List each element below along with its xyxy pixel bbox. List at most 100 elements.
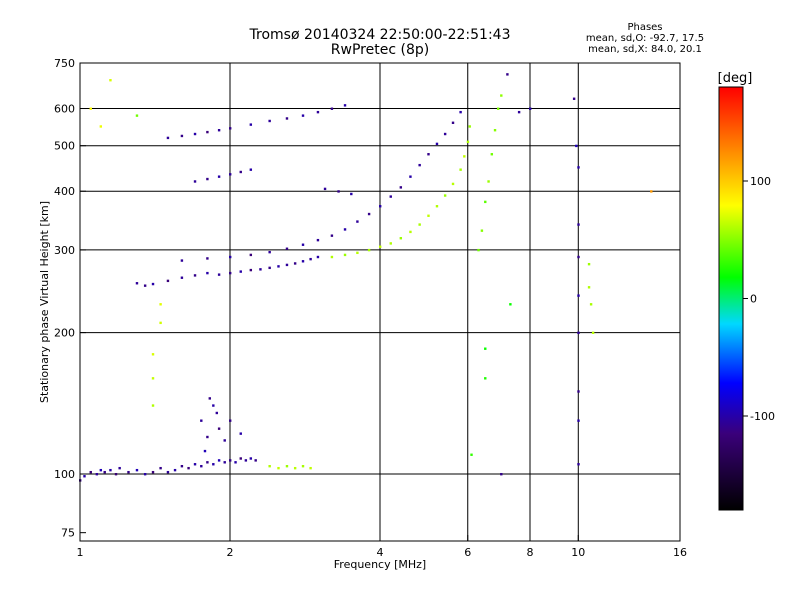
data-point — [206, 271, 209, 275]
data-point — [459, 110, 462, 114]
data-point — [249, 168, 253, 171]
data-point — [435, 205, 439, 208]
data-point — [477, 248, 480, 252]
data-point — [217, 129, 221, 132]
colorbar-tick-label: 100 — [750, 175, 771, 188]
data-point — [589, 303, 593, 306]
data-point — [166, 470, 170, 474]
data-point — [435, 142, 439, 146]
data-point — [212, 404, 215, 407]
data-point — [337, 190, 340, 193]
data-point — [285, 464, 289, 468]
data-point — [206, 130, 209, 134]
data-point — [409, 175, 412, 178]
x-tick-label: 1 — [77, 546, 84, 559]
data-point — [206, 257, 209, 260]
data-point — [206, 177, 209, 181]
data-point — [203, 449, 207, 453]
data-point — [200, 464, 203, 468]
x-axis: 1 2 4 6 8 10 16 — [77, 535, 687, 559]
data-point — [577, 255, 580, 259]
data-point — [180, 134, 184, 138]
data-point — [650, 190, 653, 193]
y-axis-label: Stationary phase Virtual Height [km] — [38, 201, 51, 403]
colorbar — [718, 86, 744, 511]
data-point — [587, 262, 591, 266]
data-point — [159, 466, 162, 470]
data-point — [249, 268, 253, 272]
data-point — [323, 187, 327, 191]
data-point — [151, 377, 155, 380]
data-point — [470, 453, 473, 456]
y-axis: 75 100 200 300 400 500 600 750 — [54, 57, 86, 540]
data-point — [316, 110, 320, 114]
x-tick-label: 16 — [673, 546, 687, 559]
data-point — [309, 257, 312, 261]
data-point — [409, 230, 412, 234]
data-point — [187, 466, 190, 470]
data-point — [217, 459, 221, 462]
data-point — [418, 163, 421, 167]
data-point — [229, 459, 232, 462]
data-point — [500, 94, 503, 97]
data-point — [277, 265, 280, 268]
x-tick-label: 10 — [571, 546, 585, 559]
phase-stats-title: Phases — [627, 22, 663, 33]
data-point — [229, 255, 232, 259]
data-point — [89, 107, 92, 110]
y-tick-label: 200 — [54, 327, 75, 340]
data-point — [517, 110, 521, 114]
data-point — [173, 468, 177, 472]
data-point — [99, 468, 103, 472]
data-point — [229, 127, 232, 130]
data-point — [418, 223, 421, 226]
data-point — [350, 192, 353, 196]
data-point — [451, 182, 455, 186]
data-point — [490, 153, 494, 156]
data-point — [427, 153, 430, 156]
data-point — [277, 466, 280, 470]
data-point — [577, 419, 580, 422]
data-point — [229, 419, 232, 422]
data-point — [493, 129, 497, 132]
data-point — [206, 435, 209, 439]
data-point — [316, 255, 320, 259]
data-point — [577, 463, 580, 466]
data-point — [316, 238, 320, 242]
data-point — [367, 248, 371, 252]
data-point — [487, 180, 490, 183]
data-point — [330, 107, 334, 110]
x-tick-label: 6 — [464, 546, 471, 559]
data-point — [500, 472, 503, 476]
data-point — [268, 266, 271, 270]
data-point — [217, 273, 221, 276]
data-points — [79, 73, 653, 482]
data-point — [577, 331, 580, 335]
data-point — [135, 282, 139, 285]
data-point — [159, 303, 162, 306]
data-point — [249, 123, 253, 126]
data-point — [166, 279, 170, 283]
grid-lines — [80, 63, 680, 541]
data-point — [151, 282, 155, 286]
data-point — [399, 186, 403, 189]
data-point — [577, 223, 580, 226]
data-point — [166, 136, 170, 140]
data-point — [159, 321, 162, 325]
data-point — [285, 263, 289, 267]
y-tick-label: 300 — [54, 244, 75, 257]
data-point — [577, 390, 580, 393]
phase-stats-o: mean, sd,O: -92.7, 17.5 — [585, 33, 705, 44]
data-point — [143, 284, 147, 287]
data-point — [427, 214, 430, 217]
data-point — [293, 262, 297, 265]
data-point — [239, 457, 242, 460]
data-point — [223, 439, 226, 442]
data-point — [151, 353, 155, 356]
y-tick-label: 500 — [54, 140, 75, 153]
data-point — [109, 79, 112, 82]
data-point — [103, 470, 106, 474]
data-point — [293, 466, 297, 470]
data-point — [239, 432, 242, 435]
